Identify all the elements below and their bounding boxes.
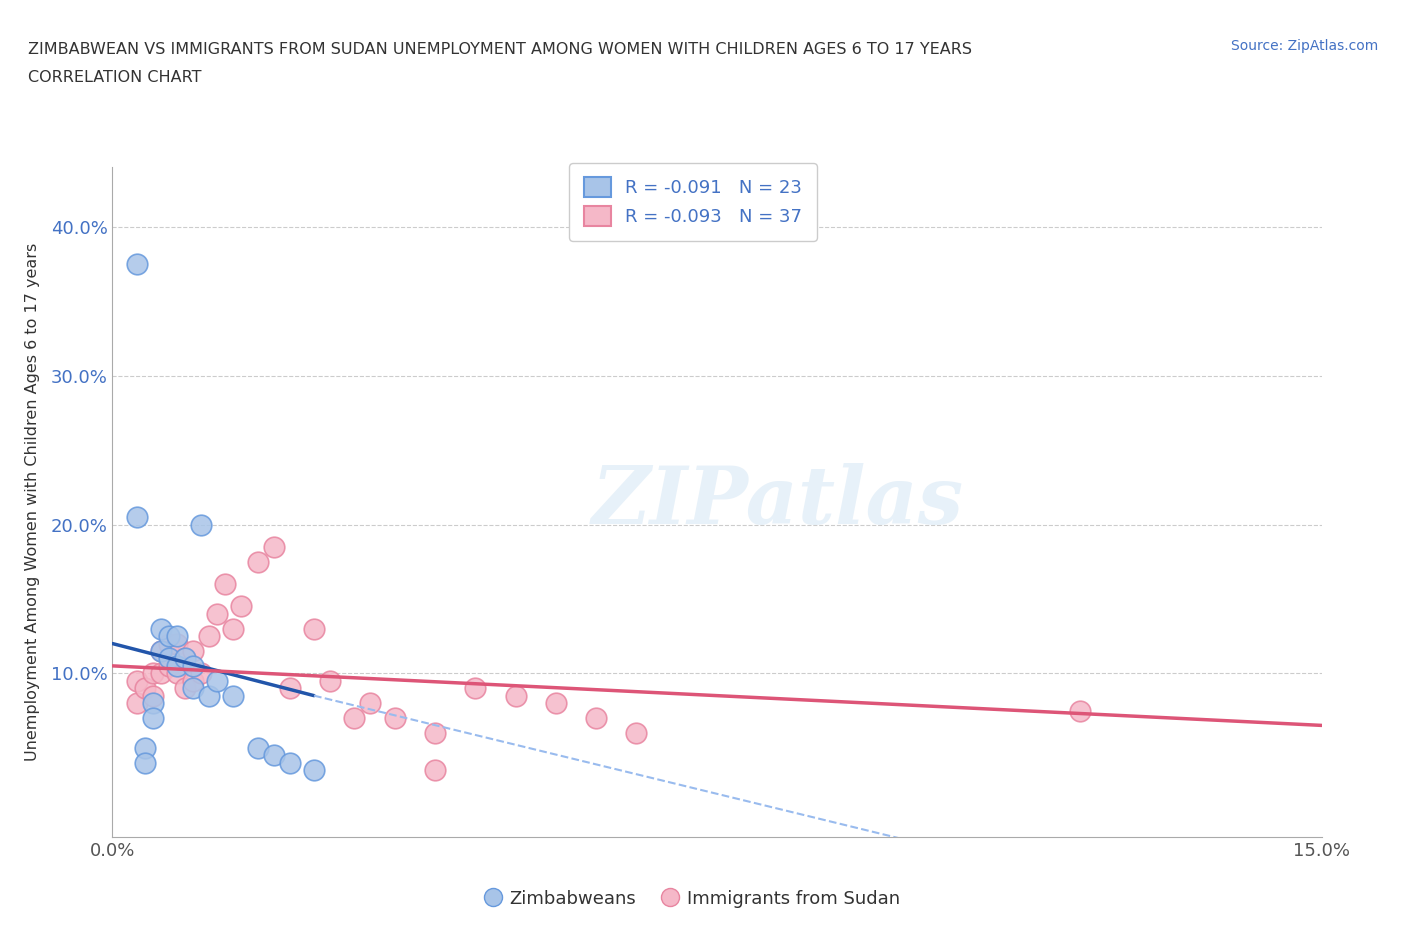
Point bbox=[423, 763, 446, 777]
Point bbox=[134, 740, 156, 755]
Point bbox=[246, 554, 269, 569]
Point bbox=[198, 688, 221, 703]
Point bbox=[190, 666, 212, 681]
Point bbox=[190, 517, 212, 532]
Point bbox=[359, 696, 381, 711]
Point bbox=[181, 673, 204, 688]
Point bbox=[181, 644, 204, 658]
Point bbox=[125, 696, 148, 711]
Point bbox=[174, 651, 197, 666]
Point bbox=[174, 651, 197, 666]
Y-axis label: Unemployment Among Women with Children Ages 6 to 17 years: Unemployment Among Women with Children A… bbox=[25, 243, 39, 762]
Point bbox=[142, 688, 165, 703]
Point bbox=[157, 651, 180, 666]
Point bbox=[157, 629, 180, 644]
Point bbox=[157, 658, 180, 673]
Text: Source: ZipAtlas.com: Source: ZipAtlas.com bbox=[1230, 39, 1378, 53]
Point bbox=[214, 577, 236, 591]
Point bbox=[166, 666, 188, 681]
Point bbox=[505, 688, 527, 703]
Point bbox=[198, 629, 221, 644]
Point bbox=[166, 636, 188, 651]
Point bbox=[384, 711, 406, 725]
Point bbox=[302, 621, 325, 636]
Point bbox=[343, 711, 366, 725]
Point bbox=[222, 621, 245, 636]
Point bbox=[142, 711, 165, 725]
Point bbox=[544, 696, 567, 711]
Point bbox=[166, 629, 188, 644]
Point bbox=[319, 673, 342, 688]
Point bbox=[585, 711, 607, 725]
Text: ZIPatlas: ZIPatlas bbox=[592, 463, 963, 541]
Point bbox=[134, 681, 156, 696]
Point bbox=[263, 748, 285, 763]
Legend: Zimbabweans, Immigrants from Sudan: Zimbabweans, Immigrants from Sudan bbox=[478, 883, 907, 915]
Point bbox=[142, 696, 165, 711]
Point bbox=[166, 658, 188, 673]
Point bbox=[423, 725, 446, 740]
Point bbox=[181, 681, 204, 696]
Point bbox=[464, 681, 486, 696]
Point bbox=[174, 681, 197, 696]
Point bbox=[222, 688, 245, 703]
Point bbox=[207, 606, 229, 621]
Point bbox=[149, 644, 172, 658]
Point bbox=[149, 644, 172, 658]
Point bbox=[125, 257, 148, 272]
Point bbox=[157, 636, 180, 651]
Point bbox=[278, 681, 301, 696]
Point bbox=[149, 621, 172, 636]
Point bbox=[181, 658, 204, 673]
Point bbox=[302, 763, 325, 777]
Point bbox=[125, 673, 148, 688]
Point bbox=[207, 673, 229, 688]
Point bbox=[626, 725, 648, 740]
Point bbox=[125, 510, 148, 525]
Point bbox=[263, 539, 285, 554]
Point bbox=[1069, 703, 1091, 718]
Point bbox=[246, 740, 269, 755]
Point bbox=[149, 666, 172, 681]
Point bbox=[134, 755, 156, 770]
Point bbox=[142, 666, 165, 681]
Text: CORRELATION CHART: CORRELATION CHART bbox=[28, 70, 201, 85]
Text: ZIMBABWEAN VS IMMIGRANTS FROM SUDAN UNEMPLOYMENT AMONG WOMEN WITH CHILDREN AGES : ZIMBABWEAN VS IMMIGRANTS FROM SUDAN UNEM… bbox=[28, 42, 972, 57]
Point bbox=[278, 755, 301, 770]
Point bbox=[231, 599, 253, 614]
